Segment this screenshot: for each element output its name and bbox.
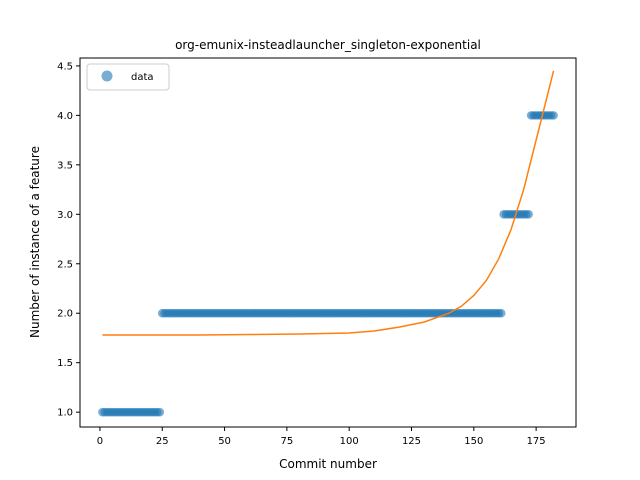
plot-area xyxy=(79,57,577,428)
x-tick-label: 125 xyxy=(402,436,421,447)
x-axis-label: Commit number xyxy=(279,457,377,471)
data-point xyxy=(524,210,533,219)
data-point xyxy=(549,111,558,120)
y-tick-label: 2.5 xyxy=(57,259,73,270)
x-tick-label: 25 xyxy=(156,436,169,447)
y-tick-label: 3.0 xyxy=(57,210,73,221)
y-tick-label: 1.5 xyxy=(57,358,73,369)
legend: data xyxy=(86,63,170,91)
legend-marker xyxy=(101,70,113,82)
x-tick-label: 175 xyxy=(527,436,546,447)
y-tick-label: 3.5 xyxy=(57,160,73,171)
legend-label: data xyxy=(131,72,154,83)
data-point xyxy=(496,308,506,318)
x-tick-label: 150 xyxy=(464,436,483,447)
legend-box xyxy=(86,63,170,91)
y-axis-label: Number of instance of a feature xyxy=(28,146,42,338)
y-tick-label: 4.5 xyxy=(57,61,73,72)
y-tick-label: 2.0 xyxy=(57,309,73,320)
x-tick-label: 0 xyxy=(97,436,103,447)
y-tick-label: 1.0 xyxy=(57,408,73,419)
x-tick-label: 75 xyxy=(281,436,294,447)
x-tick-label: 50 xyxy=(218,436,231,447)
x-tick-label: 100 xyxy=(340,436,359,447)
data-point xyxy=(155,407,165,417)
fit-line xyxy=(102,70,555,336)
chart-title: org-emunix-insteadlauncher_singleton-exp… xyxy=(175,38,481,52)
y-tick-label: 4.0 xyxy=(57,111,73,122)
